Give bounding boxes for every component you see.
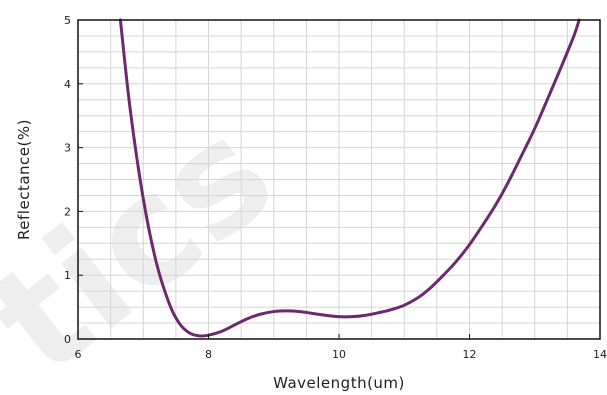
grid — [78, 20, 600, 339]
x-axis-label: Wavelength(um) — [273, 374, 405, 392]
x-tick-label: 6 — [75, 348, 82, 361]
y-tick-label: 1 — [64, 269, 71, 282]
plot-area — [118, 18, 581, 338]
y-tick-label: 0 — [64, 333, 71, 346]
y-tick-label: 3 — [64, 142, 71, 155]
y-axis-label: Reflectance(%) — [15, 119, 33, 240]
reflectance-series-line — [118, 18, 581, 338]
x-tick-label: 12 — [463, 348, 477, 361]
x-tick-label: 10 — [332, 348, 346, 361]
y-tick-label: 4 — [64, 78, 71, 91]
x-tick-label: 14 — [593, 348, 607, 361]
x-tick-label: 8 — [205, 348, 212, 361]
y-tick-label: 5 — [64, 14, 71, 27]
y-tick-label: 2 — [64, 205, 71, 218]
